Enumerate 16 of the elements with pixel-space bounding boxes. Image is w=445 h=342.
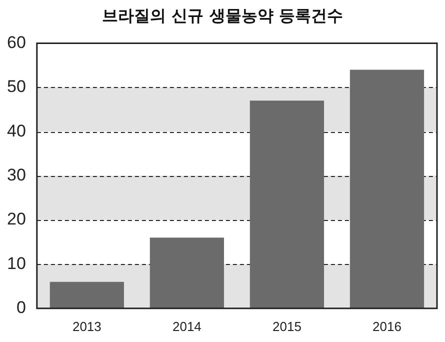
x-tick-label: 2013 (72, 318, 102, 334)
bar (250, 100, 324, 308)
y-tick-label: 30 (6, 165, 26, 184)
y-tick-label: 0 (16, 298, 26, 318)
y-tick-label: 60 (6, 32, 26, 52)
bar (50, 282, 124, 308)
y-tick-label: 10 (6, 254, 26, 273)
chart-title: 브라질의 신규 생물농약 등록건수 (101, 6, 344, 27)
bar (150, 238, 224, 308)
y-tick-label: 20 (6, 210, 26, 229)
x-tick-label: 2014 (172, 318, 202, 334)
bar (350, 70, 424, 308)
x-tick-label: 2015 (272, 318, 302, 334)
x-tick-label: 2016 (372, 318, 402, 334)
y-tick-label: 40 (6, 121, 26, 140)
y-tick-label: 50 (6, 77, 26, 96)
